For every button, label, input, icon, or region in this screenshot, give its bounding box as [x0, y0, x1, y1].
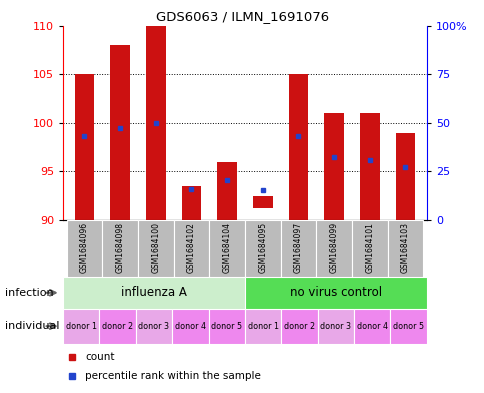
Bar: [316, 220, 351, 277]
Bar: [146, 26, 165, 220]
Text: donor 3: donor 3: [320, 322, 350, 331]
Bar: [395, 132, 414, 220]
Text: GDS6063 / ILMN_1691076: GDS6063 / ILMN_1691076: [156, 10, 328, 23]
Bar: [353, 309, 390, 344]
Bar: [217, 162, 236, 220]
Bar: [102, 220, 137, 277]
Bar: [99, 309, 136, 344]
Text: no virus control: no virus control: [289, 286, 381, 299]
Bar: [63, 309, 99, 344]
Bar: [288, 74, 308, 220]
Bar: [75, 74, 94, 220]
Bar: [244, 220, 280, 277]
Bar: [280, 220, 316, 277]
Bar: [137, 220, 173, 277]
Bar: [66, 220, 102, 277]
Bar: [351, 220, 387, 277]
Text: donor 2: donor 2: [102, 322, 133, 331]
Text: donor 5: donor 5: [211, 322, 242, 331]
Bar: [110, 45, 130, 220]
Text: donor 1: donor 1: [247, 322, 278, 331]
Text: GSM1684102: GSM1684102: [186, 222, 196, 273]
Text: GSM1684101: GSM1684101: [364, 222, 374, 273]
Bar: [244, 277, 426, 309]
Text: GSM1684097: GSM1684097: [293, 222, 302, 273]
Text: GSM1684099: GSM1684099: [329, 222, 338, 273]
Text: donor 3: donor 3: [138, 322, 169, 331]
Bar: [317, 309, 353, 344]
Text: GSM1684096: GSM1684096: [80, 222, 89, 273]
Bar: [181, 186, 201, 220]
Text: percentile rank within the sample: percentile rank within the sample: [85, 371, 260, 382]
Text: GSM1684104: GSM1684104: [222, 222, 231, 273]
Text: GSM1684103: GSM1684103: [400, 222, 409, 273]
Bar: [281, 309, 317, 344]
Bar: [136, 309, 172, 344]
Bar: [172, 309, 208, 344]
Bar: [208, 309, 244, 344]
Bar: [390, 309, 426, 344]
Bar: [324, 113, 343, 220]
Text: count: count: [85, 351, 114, 362]
Bar: [209, 220, 244, 277]
Bar: [244, 309, 281, 344]
Text: donor 1: donor 1: [66, 322, 96, 331]
Text: GSM1684100: GSM1684100: [151, 222, 160, 273]
Text: GSM1684095: GSM1684095: [257, 222, 267, 273]
Bar: [63, 277, 244, 309]
Text: influenza A: influenza A: [121, 286, 186, 299]
Bar: [253, 196, 272, 208]
Text: infection: infection: [5, 288, 53, 298]
Bar: [173, 220, 209, 277]
Text: donor 5: donor 5: [392, 322, 424, 331]
Text: donor 2: donor 2: [283, 322, 315, 331]
Bar: [359, 113, 379, 220]
Text: GSM1684098: GSM1684098: [115, 222, 124, 273]
Text: donor 4: donor 4: [356, 322, 387, 331]
Text: individual: individual: [5, 321, 59, 331]
Bar: [387, 220, 423, 277]
Text: donor 4: donor 4: [175, 322, 205, 331]
